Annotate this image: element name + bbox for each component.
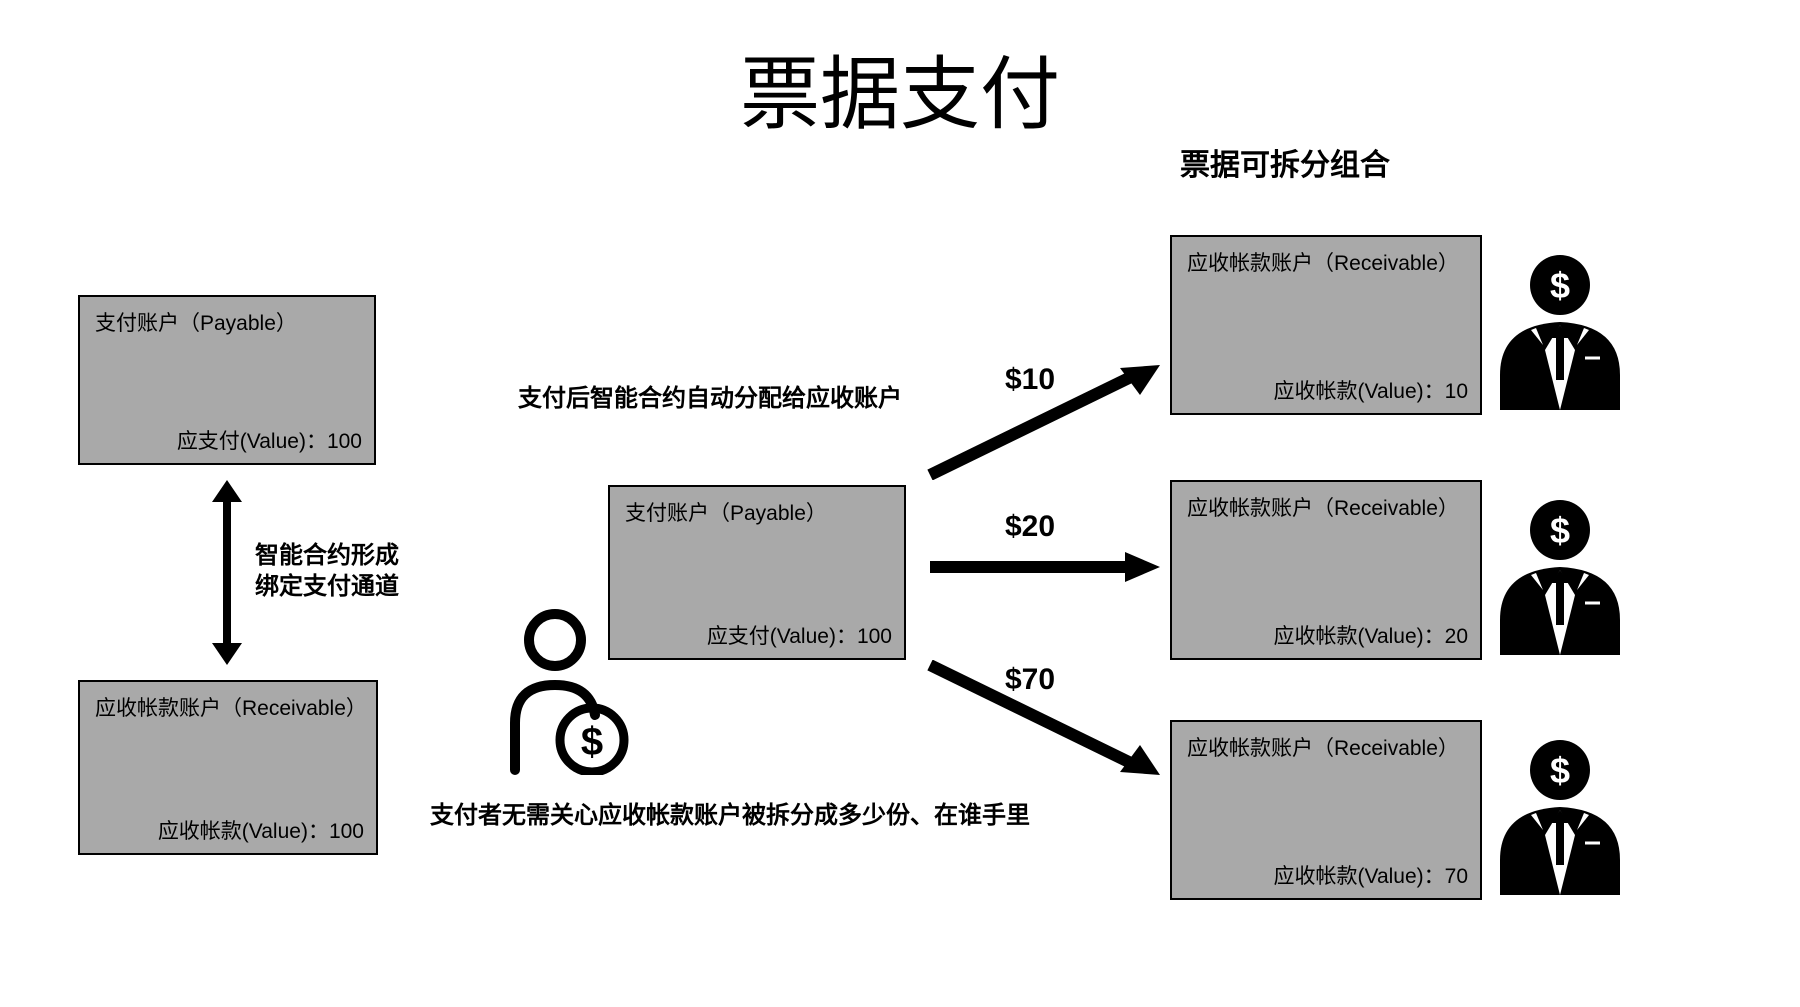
caption-bottom: 支付者无需关心应收帐款账户被拆分成多少份、在谁手里 — [430, 795, 1030, 830]
svg-text:$: $ — [1550, 510, 1570, 551]
left-receivable-box: 应收帐款账户（Receivable） 应收帐款(Value)：100 — [78, 680, 378, 855]
left-payable-box: 支付账户（Payable） 应支付(Value)：100 — [78, 295, 376, 465]
right-receivable-1-value: 应收帐款(Value)：10 — [1274, 375, 1469, 405]
left-payable-value: 应支付(Value)：100 — [177, 425, 362, 455]
vertical-arrow-label-line1: 智能合约形成 — [255, 540, 399, 571]
center-payable-box: 支付账户（Payable） 应支付(Value)：100 — [608, 485, 906, 660]
businessman-icon-3: $ — [1495, 735, 1625, 895]
businessman-icon-1: $ — [1495, 250, 1625, 410]
amount-label-2: $20 — [1005, 510, 1055, 544]
svg-text:$: $ — [1550, 265, 1570, 306]
right-receivable-box-1: 应收帐款账户（Receivable） 应收帐款(Value)：10 — [1170, 235, 1482, 415]
businessman-icon-2: $ — [1495, 495, 1625, 655]
left-payable-title: 支付账户（Payable） — [95, 307, 359, 337]
right-receivable-box-3: 应收帐款账户（Receivable） 应收帐款(Value)：70 — [1170, 720, 1482, 900]
right-receivable-1-title: 应收帐款账户（Receivable） — [1187, 247, 1465, 277]
right-receivable-2-title: 应收帐款账户（Receivable） — [1187, 492, 1465, 522]
arrow-2-icon — [925, 552, 1165, 582]
center-payable-value: 应支付(Value)：100 — [707, 620, 892, 650]
vertical-arrow-label-line2: 绑定支付通道 — [255, 571, 399, 602]
right-receivable-3-value: 应收帐款(Value)：70 — [1274, 860, 1469, 890]
svg-text:$: $ — [581, 720, 603, 764]
subtitle-right: 票据可拆分组合 — [1180, 140, 1390, 184]
caption-top: 支付后智能合约自动分配给应收账户 — [518, 378, 902, 413]
right-receivable-3-title: 应收帐款账户（Receivable） — [1187, 732, 1465, 762]
vertical-arrow-label: 智能合约形成 绑定支付通道 — [255, 540, 399, 602]
arrow-3-icon — [925, 660, 1165, 780]
svg-text:$: $ — [1550, 750, 1570, 791]
right-receivable-box-2: 应收帐款账户（Receivable） 应收帐款(Value)：20 — [1170, 480, 1482, 660]
person-dollar-icon: $ — [500, 605, 630, 775]
arrow-1-icon — [925, 360, 1165, 480]
left-receivable-value: 应收帐款(Value)：100 — [158, 815, 364, 845]
center-payable-title: 支付账户（Payable） — [625, 497, 889, 527]
double-arrow-icon — [212, 480, 242, 665]
left-receivable-title: 应收帐款账户（Receivable） — [95, 692, 361, 722]
page-title: 票据支付 — [740, 30, 1060, 146]
right-receivable-2-value: 应收帐款(Value)：20 — [1274, 620, 1469, 650]
